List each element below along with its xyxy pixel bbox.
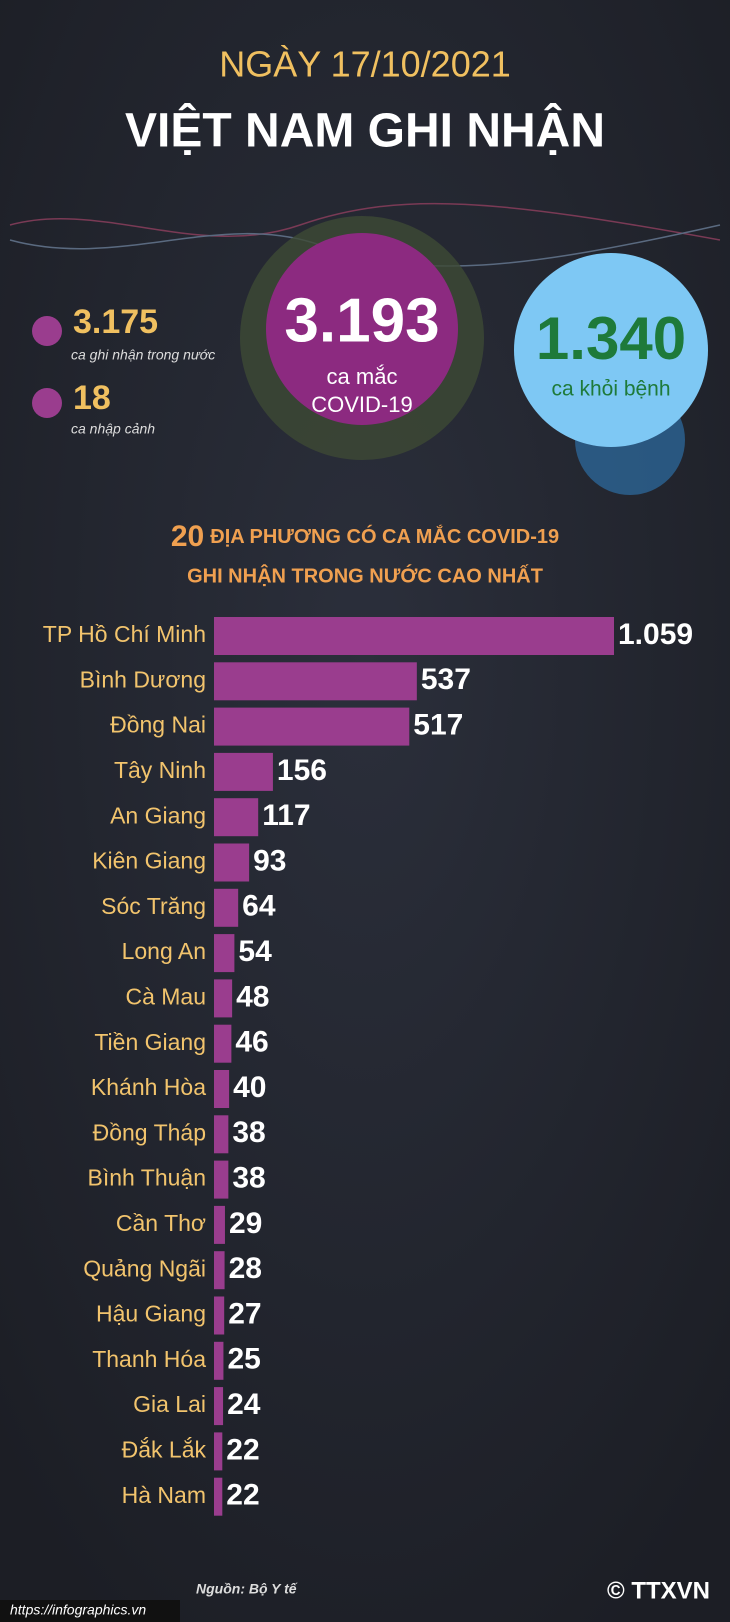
category-label: Gia Lai <box>133 1391 206 1417</box>
value-label: 40 <box>233 1071 266 1104</box>
value-label: 517 <box>413 709 463 742</box>
recovered-circle <box>514 253 708 447</box>
category-label: TP Hồ Chí Minh <box>43 621 206 647</box>
value-label: 93 <box>253 844 286 877</box>
bar <box>214 1432 223 1471</box>
value-label: 48 <box>236 980 269 1013</box>
recovered-value: 1.340 <box>536 305 686 372</box>
value-label: 54 <box>238 935 272 968</box>
bar <box>214 1070 230 1108</box>
value-label: 117 <box>262 799 310 832</box>
bar <box>214 1160 229 1199</box>
chart-title-number: 20 <box>171 520 204 553</box>
date: NGÀY 17/10/2021 <box>219 44 511 85</box>
value-label: 22 <box>226 1479 259 1512</box>
value-label: 64 <box>242 890 276 923</box>
chart-title: 20 ĐỊA PHƯƠNG CÓ CA MẮC COVID-19 <box>171 520 559 553</box>
bar <box>214 979 233 1018</box>
virus-icon <box>32 388 62 418</box>
bar <box>214 617 614 655</box>
category-label: Long An <box>122 938 206 964</box>
category-label: Đắk Lắk <box>122 1436 207 1462</box>
category-label: An Giang <box>110 802 206 828</box>
value-label: 156 <box>277 754 327 787</box>
category-label: Thanh Hóa <box>92 1346 206 1372</box>
copyright: © TTXVN <box>607 1577 710 1604</box>
source: Nguồn: Bộ Y tế <box>196 1581 298 1597</box>
category-label: Bình Dương <box>80 666 206 692</box>
bar <box>214 1477 223 1516</box>
bar <box>214 707 410 746</box>
bar <box>214 843 250 882</box>
bar <box>214 1205 225 1244</box>
bar <box>214 752 273 791</box>
category-label: Khánh Hòa <box>91 1074 206 1100</box>
category-label: Hậu Giang <box>96 1301 206 1327</box>
recovered-label: ca khỏi bệnh <box>551 378 670 401</box>
bar <box>214 934 235 973</box>
value-label: 38 <box>232 1116 265 1149</box>
value-label: 29 <box>229 1207 262 1240</box>
category-label: Sóc Trăng <box>101 893 206 919</box>
bar <box>214 1251 225 1290</box>
value-label: 25 <box>227 1343 260 1376</box>
bar <box>214 1387 224 1426</box>
bar <box>214 1341 224 1380</box>
value-label: 27 <box>228 1297 261 1330</box>
imported-value: 18 <box>73 379 111 417</box>
virus-icon <box>32 316 62 346</box>
decor-wave <box>9 202 721 241</box>
value-label: 28 <box>229 1252 262 1285</box>
value-label: 38 <box>232 1162 265 1195</box>
total-circle <box>266 233 458 425</box>
bar <box>214 798 259 837</box>
total-label: ca mắc <box>327 364 398 389</box>
url[interactable]: https://infographics.vn <box>10 1602 146 1618</box>
value-label: 22 <box>226 1433 259 1466</box>
category-label: Bình Thuận <box>87 1165 206 1191</box>
title: VIỆT NAM GHI NHẬN <box>125 103 605 158</box>
category-label: Đồng Nai <box>110 712 206 738</box>
imported-label: ca nhập cảnh <box>71 421 155 437</box>
value-label: 537 <box>421 663 471 696</box>
category-label: Cần Thơ <box>116 1210 206 1236</box>
category-label: Kiên Giang <box>92 848 206 874</box>
domestic-label: ca ghi nhận trong nước <box>71 347 215 363</box>
category-label: Tây Ninh <box>114 757 206 783</box>
bar <box>214 888 239 927</box>
category-label: Hà Nam <box>122 1482 206 1508</box>
value-label: 1.059 <box>618 618 693 651</box>
total-value: 3.193 <box>284 286 439 355</box>
domestic-value: 3.175 <box>73 303 158 341</box>
category-label: Tiền Giang <box>94 1029 206 1055</box>
bar <box>214 662 417 701</box>
bar <box>214 1115 229 1154</box>
category-label: Cà Mau <box>125 983 206 1009</box>
bar-chart: TP Hồ Chí Minh 1.059 Bình Dương 537 Đồng Nai… <box>43 617 693 1516</box>
value-label: 24 <box>227 1388 261 1421</box>
bar <box>214 1024 232 1063</box>
chart-title-text: ĐỊA PHƯƠNG CÓ CA MẮC COVID-19 <box>210 524 559 548</box>
chart-subtitle: GHI NHẬN TRONG NƯỚC CAO NHẤT <box>187 563 543 587</box>
url-bar <box>0 1600 180 1622</box>
bar <box>214 1296 225 1335</box>
value-label: 46 <box>235 1026 268 1059</box>
category-label: Quảng Ngãi <box>83 1255 206 1281</box>
total-sublabel: COVID-19 <box>311 392 412 417</box>
category-label: Đồng Tháp <box>93 1119 206 1145</box>
